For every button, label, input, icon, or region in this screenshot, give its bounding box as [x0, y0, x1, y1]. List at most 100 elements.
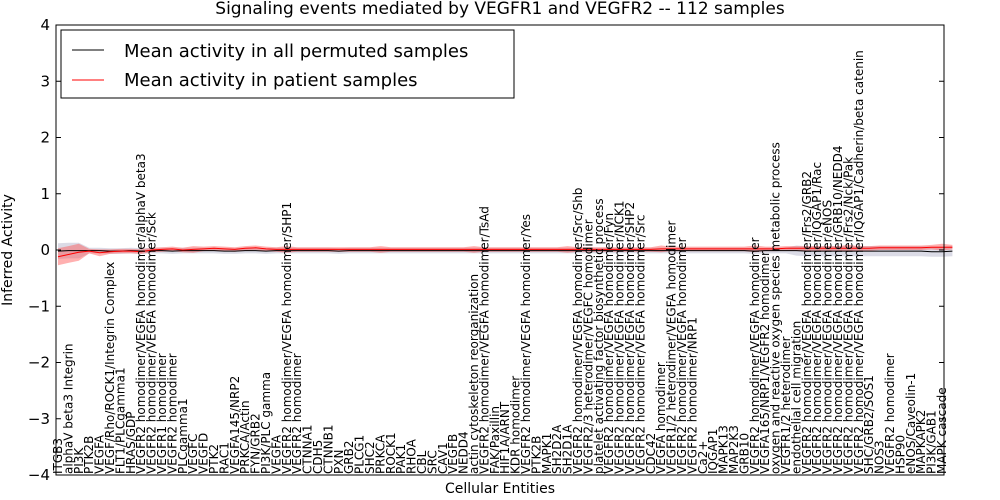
y-tick-label: −3 [28, 410, 50, 428]
x-tick-label: GRB2 [342, 440, 356, 474]
y-tick-label: 2 [40, 129, 50, 147]
y-axis: −4 −3 −2 −1 0 1 2 3 4 [28, 16, 944, 484]
x-tick-label: CBL [415, 450, 429, 474]
x-tick-label: PRKCA/Actin [238, 400, 252, 474]
x-tick-label: PXN [332, 450, 346, 474]
x-tick-label: VEGFR2 homodimer/VEGFA homodimer/Src/Shb [571, 188, 585, 474]
x-tick-label: VEGFR2 homodimer/VEGFA homodimer/Frs2/Nc… [841, 157, 855, 474]
y-tick-label: 0 [40, 241, 50, 259]
y-tick-label: −1 [28, 297, 50, 315]
x-tick-label: NEDD4 [457, 431, 471, 474]
x-tick-label: SH2D1A [561, 424, 575, 474]
x-tick-label: VEGF/Rho/ROCK1/Integrin Complex [103, 262, 117, 474]
y-tick-label: 3 [40, 72, 50, 90]
x-axis-label: Cellular Entities [445, 481, 555, 497]
x-tick-label: HIF1A/ARNT [498, 401, 512, 474]
x-tick-label: PI3K/PLC gamma [259, 372, 273, 474]
x-tick-label: VEGFR2 homodimer [883, 353, 897, 474]
x-tick-label: HSP90 [893, 435, 907, 474]
x-tick-label: actin cytoskeleton reorganization [467, 274, 481, 474]
x-tick-label: PTK2 [207, 444, 221, 474]
x-tick-label: PLCG1 [353, 435, 367, 474]
legend-label-permuted: Mean activity in all permuted samples [124, 41, 468, 62]
x-tick-label: VEGFR2 homodimer [165, 353, 179, 474]
x-tick-label: CDC42 [644, 433, 658, 474]
y-tick-label: 1 [40, 185, 50, 203]
x-tick-label: endothelial cell migration [789, 321, 803, 474]
x-tick-label: SH2D2A [550, 424, 564, 474]
x-tick-label: CTNNB1 [321, 424, 335, 474]
x-tick-label: VEGFR2/3 heterodimer/VEGFC homodimer [581, 219, 595, 474]
x-tick-label: VEGFR2 homodimer/VEGFA homodimer/IQGAP1/… [810, 162, 824, 474]
x-tick-label: VEGFR2 homodimer/VEGFA homodimer/Yes [519, 214, 533, 474]
x-tick-label: VEGFR2 homodimer/VEGFA homodimer/alphaV … [134, 153, 148, 474]
x-tick-label: VEGFR1 homodimer [155, 353, 169, 474]
x-tick-label: VEGFA145/NRP2 [228, 376, 242, 474]
x-tick-label: PRKCA [373, 434, 387, 474]
x-tick-label: VEGFR2 homodimer/VEGFA homodimer [748, 237, 762, 474]
x-tick-label: CDH5 [311, 440, 325, 474]
x-tick-label: MAPK1 [540, 433, 554, 474]
x-tick-label: VEGFR2 homodimer [290, 353, 304, 474]
x-tick-label: PI3K [72, 447, 86, 474]
x-tick-label: VEGFB [446, 434, 460, 474]
legend-label-patient: Mean activity in patient samples [124, 70, 418, 91]
x-tick-label: PI3K/GAB1 [925, 410, 939, 474]
x-tick-label: NOS3 [873, 440, 887, 474]
x-tick-label: alphaV beta3 Integrin [61, 343, 75, 474]
legend: Mean activity in all permuted samples Me… [60, 29, 515, 99]
x-tick-label: VEGFR1/2 heterodimer/VEGFA homodimer [665, 221, 679, 474]
x-tick-label: ITGB3 [51, 438, 65, 474]
x-tick-label: VEGFR1/2 heterodimer [779, 336, 793, 474]
series-lines [57, 246, 953, 258]
x-tick-label: SHC/GRB2/SOS1 [862, 375, 876, 474]
x-tick-label: VEGFR2 homodimer/VEGFA homodimer/NCK1 [613, 200, 627, 474]
x-tick-label: RAC1 [217, 442, 231, 474]
x-tick-label: SRC [425, 450, 439, 474]
x-tick-label: VEGFA165/NRP1/VEGFR2 homodimer [758, 251, 772, 474]
x-tick-label: MAP2K3 [727, 425, 741, 474]
x-tick-label: ROCK1 [384, 432, 398, 474]
x-tick-label: VEGFD [197, 433, 211, 474]
x-tick-label: IQGAP1 [706, 429, 720, 474]
x-tick-label: HRAS/GDP [124, 411, 138, 474]
x-tick-label: MAPKAPK2 [914, 410, 928, 474]
x-tick-label: VEGFR2 homodimer/VEGFA homodimer/GRB10/N… [831, 145, 845, 474]
legend-box [60, 29, 515, 99]
x-tick-label: VEGFA [269, 434, 283, 474]
x-tick-label: VEGFR2 homodimer/VEGFA homodimer/IQGAP1/… [852, 50, 866, 474]
x-tick-label: KDR homodimer [509, 376, 523, 474]
x-tick-label: CTNNA1 [301, 424, 315, 474]
x-tick-label: VEGFR2 homodimer/VEGFA homodimer/SHP1 [280, 202, 294, 474]
x-tick-label: VEGFR2 homodimer/VEGFA homodimer/Src [633, 214, 647, 474]
x-tick-label: oxygen and reactive oxygen species metab… [769, 142, 783, 474]
y-tick-label: 4 [40, 16, 50, 34]
chart-title: Signaling events mediated by VEGFR1 and … [215, 0, 785, 19]
x-tick-label: CAV1 [436, 442, 450, 474]
x-tick-label: VEGFR2 homodimer/NRP1 [685, 317, 699, 474]
x-tick-label: MAPK cascade [935, 387, 949, 474]
y-tick-label: −4 [28, 466, 50, 484]
y-tick-label: −2 [28, 354, 50, 372]
x-tick-label: PLCgamma1 [176, 398, 190, 474]
x-tick-label: Ca2+ [696, 441, 710, 474]
x-tick-label: MAPK13 [717, 425, 731, 474]
x-tick-label: platelet activating factor biosynthetic … [592, 198, 606, 474]
x-tick-label: GRB10 [737, 433, 751, 474]
x-tick-label: VEGFR2 homodimer/VEGFA homodimer/Fyn [602, 213, 616, 474]
series-line-patient [57, 246, 953, 258]
x-tick-label: FLT1/PLCgamma1 [113, 367, 127, 474]
x-tick-label: VEGFR2 homodimer/VEGFA homodimer/TsAd [477, 206, 491, 474]
x-tick-label: VEGFA [93, 434, 107, 474]
x-tick-label: SHC2 [363, 441, 377, 474]
x-tick-label: VEGFR2 homodimer/VEGFA homodimer [675, 237, 689, 474]
x-tick-label: PTK2B [529, 436, 543, 474]
x-tick-label: VEGFR2 homodimer/VEGFA homodimer/eNOS [821, 200, 835, 474]
x-tick-label: FYN/GRB2 [249, 413, 263, 474]
x-tick-label: VEGFC [186, 434, 200, 474]
x-tick-label: RHOA [405, 438, 419, 474]
series-line-permuted [57, 250, 953, 253]
x-tick-label: VEGFA homodimer [654, 362, 668, 474]
x-tick-label: VEGFR2 homodimer/VEGFA homodimer/SHP2 [623, 202, 637, 474]
